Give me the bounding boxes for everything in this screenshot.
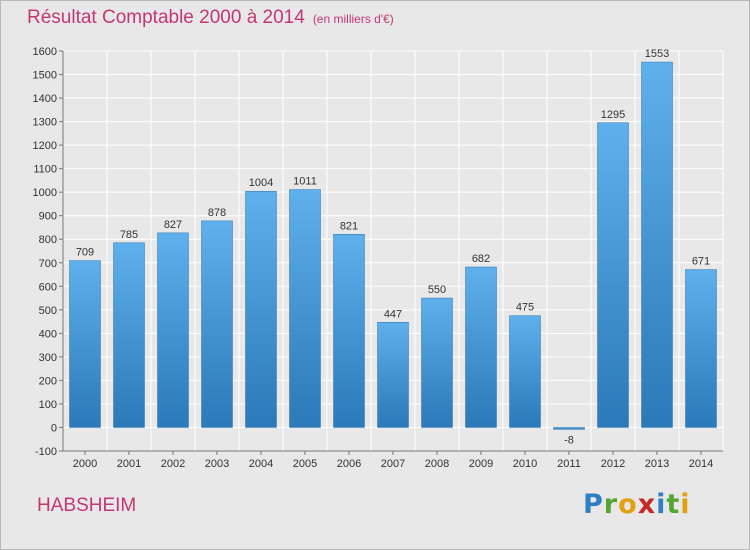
chart-subtitle: (en milliers d'€) [312, 12, 394, 26]
y-tick-label: 900 [39, 211, 57, 223]
logo-letter: r [603, 489, 619, 520]
data-label: 1295 [601, 109, 625, 121]
y-tick-label: 1500 [33, 70, 57, 82]
y-tick-label: 100 [39, 399, 57, 411]
data-label: 878 [208, 207, 226, 219]
y-tick-label: 1400 [33, 93, 57, 105]
bar [553, 427, 585, 430]
data-label: 785 [120, 229, 138, 241]
data-label: 475 [516, 302, 534, 314]
logo-letter: i [656, 489, 667, 520]
bar [333, 234, 365, 428]
y-tick-label: 0 [51, 422, 57, 434]
bar [157, 232, 189, 428]
y-tick-label: -100 [35, 446, 57, 458]
y-tick-label: 400 [39, 328, 57, 340]
bar [685, 269, 717, 428]
logo-letter: i [680, 489, 691, 520]
logo-letter: t [666, 489, 681, 520]
y-tick-label: 300 [39, 352, 57, 364]
bar [421, 297, 453, 428]
bar [465, 266, 497, 428]
data-label: 671 [692, 256, 710, 268]
y-tick-label: 500 [39, 305, 57, 317]
bar [377, 322, 409, 428]
commune-name: HABSHEIM [37, 495, 137, 516]
x-tick-label: 2002 [161, 458, 185, 470]
x-tick-label: 2006 [337, 458, 361, 470]
label-layer: 709 785 827 878 1004 1011 821 447 550 682 475 -8 129… [76, 48, 710, 446]
x-tick-label: 2012 [601, 458, 625, 470]
logo-letter: o [618, 489, 638, 520]
logo-letter: x [637, 489, 657, 520]
logo-letter: P [583, 489, 604, 520]
axis-layer: -100 0 100 200 300 400 500 600 700 800 900 1000 1100… [33, 46, 723, 470]
bar [69, 260, 101, 428]
bar-layer [69, 61, 717, 430]
x-tick-label: 2009 [469, 458, 493, 470]
bar [113, 242, 145, 428]
bar [597, 122, 629, 428]
data-label: 1011 [293, 176, 317, 188]
chart-title-text: Résultat Comptable 2000 à 2014 [27, 7, 305, 28]
data-label: 709 [76, 247, 94, 259]
x-tick-label: 2001 [117, 458, 141, 470]
x-tick-label: 2005 [293, 458, 317, 470]
bar [289, 189, 321, 428]
y-tick-label: 800 [39, 234, 57, 246]
y-tick-label: 1100 [33, 164, 57, 176]
x-tick-label: 2011 [557, 458, 581, 470]
data-label: 1004 [249, 177, 273, 189]
bar [509, 315, 541, 428]
x-tick-label: 2003 [205, 458, 229, 470]
chart-title: Résultat Comptable 2000 à 2014 (en millie… [27, 7, 394, 29]
x-tick-label: 2014 [689, 458, 713, 470]
y-tick-label: 1000 [33, 187, 57, 199]
y-tick-label: 1600 [33, 46, 57, 58]
data-label: 550 [428, 284, 446, 296]
y-tick-label: 1200 [33, 140, 57, 152]
bar [245, 190, 277, 428]
x-tick-label: 2008 [425, 458, 449, 470]
x-tick-label: 2010 [513, 458, 537, 470]
x-tick-label: 2013 [645, 458, 669, 470]
y-tick-label: 1300 [33, 117, 57, 129]
bar [201, 220, 233, 428]
y-tick-label: 700 [39, 258, 57, 270]
x-tick-label: 2004 [249, 458, 273, 470]
data-label: 821 [340, 220, 358, 232]
data-label: 447 [384, 308, 402, 320]
y-tick-label: 600 [39, 281, 57, 293]
x-tick-label: 2007 [381, 458, 405, 470]
proxiti-logo: Proxiti [583, 489, 691, 520]
data-label: 1553 [645, 48, 669, 60]
data-label: 827 [164, 219, 182, 231]
y-tick-label: 200 [39, 375, 57, 387]
data-label: 682 [472, 253, 490, 265]
x-tick-label: 2000 [73, 458, 97, 470]
bar [641, 61, 673, 428]
data-label: -8 [564, 434, 574, 446]
